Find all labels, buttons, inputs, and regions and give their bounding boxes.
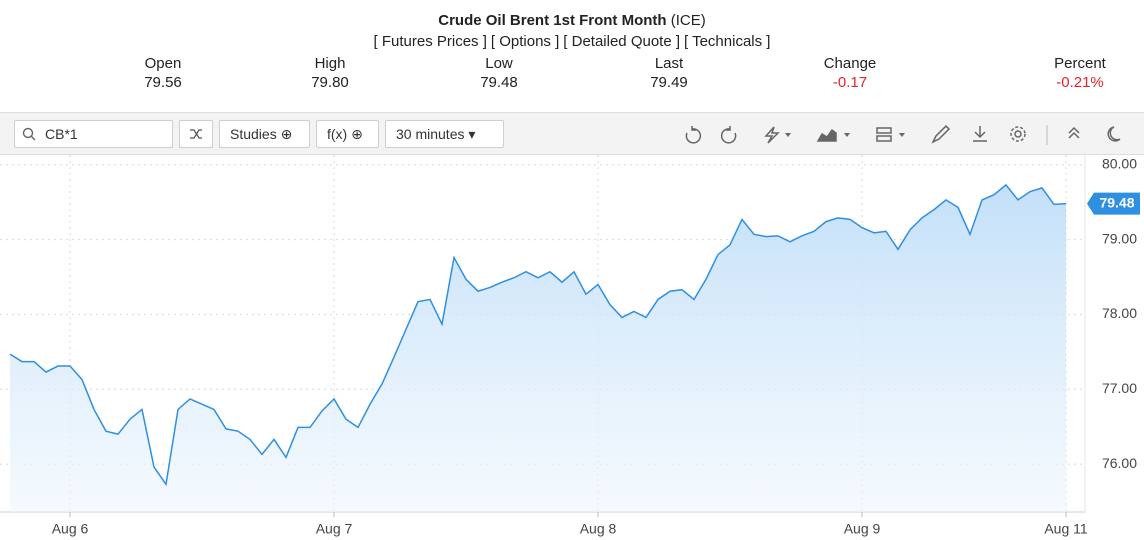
title: Crude Oil Brent 1st Front Month	[438, 12, 667, 29]
exchange: (ICE)	[670, 12, 706, 29]
chart-type-icon[interactable]	[816, 128, 837, 142]
chart: 76.00 77.00 78.00 79.00 80.00 Aug 6 Aug 7 Aug 8…	[0, 155, 1140, 537]
price-tag	[1087, 192, 1140, 215]
stat-value: 79.48	[480, 74, 518, 91]
redo-icon[interactable]	[720, 126, 737, 144]
area	[10, 184, 1066, 512]
y-tick-label: 77.00	[1102, 380, 1137, 396]
tool-icons	[685, 124, 1121, 145]
quote-link[interactable]: [ Futures Prices ]	[373, 33, 487, 50]
layout-icon-2	[876, 135, 892, 142]
compare-button[interactable]	[179, 120, 213, 148]
stat: Percent -0.21%	[1020, 54, 1140, 92]
caret	[844, 133, 850, 137]
draw-icon[interactable]	[931, 124, 951, 144]
studies-button[interactable]: Studies ⊕	[219, 120, 310, 148]
x-tick-label: Aug 8	[580, 521, 617, 537]
line	[9, 183, 1067, 487]
layout-icon[interactable]	[876, 127, 892, 134]
flash-icon[interactable]	[764, 126, 780, 144]
caret	[899, 133, 905, 137]
fx-label: f(x)	[327, 126, 348, 142]
shuffle-icon	[190, 129, 202, 139]
stat: Change -0.17	[790, 54, 910, 92]
stat-value: -0.21%	[1056, 74, 1104, 91]
stat-value: 79.49	[650, 74, 688, 91]
stat: Open 79.56	[103, 54, 223, 92]
price-tag-label: 79.48	[1099, 194, 1134, 210]
interval-button[interactable]: 30 minutes ▾	[385, 120, 504, 148]
theme-icon[interactable]	[1107, 126, 1121, 142]
x-tick-label: Aug 7	[316, 521, 353, 537]
stat-label: High	[314, 55, 346, 72]
y-tick-label: 80.00	[1102, 155, 1137, 171]
studies-label: Studies	[230, 126, 277, 142]
fx-button[interactable]: f(x) ⊕	[316, 120, 379, 148]
toolbar: CB*1 Studies ⊕ f(x) ⊕ 30 minutes ▾	[0, 112, 1144, 155]
symbol-search[interactable]: CB*1	[14, 120, 173, 148]
caret	[785, 133, 791, 137]
stat-label: Percent	[1054, 55, 1106, 72]
stat-label: Last	[654, 55, 684, 72]
stat-value: 79.56	[144, 74, 182, 91]
collapse-icon[interactable]	[1068, 126, 1080, 139]
stat: Last 79.49	[609, 54, 729, 92]
x-tick-label: Aug 11	[1044, 521, 1088, 537]
download-icon[interactable]	[973, 126, 987, 142]
y-tick-label: 79.00	[1102, 230, 1137, 246]
stat-label: Change	[823, 55, 877, 72]
settings-icon[interactable]	[1014, 130, 1022, 138]
search-icon	[22, 127, 36, 141]
interval-label: 30 minutes	[396, 126, 465, 142]
quote-link[interactable]: [ Detailed Quote ]	[563, 33, 681, 50]
stat-label: Low	[485, 55, 513, 72]
y-tick-label: 76.00	[1102, 455, 1137, 471]
x-tick-label: Aug 6	[52, 521, 89, 537]
quote-link[interactable]: [ Technicals ]	[684, 33, 771, 50]
x-tick-label: Aug 9	[844, 521, 881, 537]
stat-value: 79.80	[311, 74, 349, 91]
title-row: Crude Oil Brent 1st Front Month (ICE)	[0, 12, 1144, 29]
stat: Low 79.48	[439, 54, 559, 92]
links: [ Futures Prices ][ Options ][ Detailed …	[0, 33, 1144, 50]
stat-label: Open	[144, 55, 182, 72]
quote-link[interactable]: [ Options ]	[490, 33, 560, 50]
undo-icon[interactable]	[685, 126, 702, 144]
stat: High 79.80	[270, 54, 390, 92]
y-tick-label: 78.00	[1102, 305, 1137, 321]
stat-value: -0.17	[832, 74, 868, 91]
